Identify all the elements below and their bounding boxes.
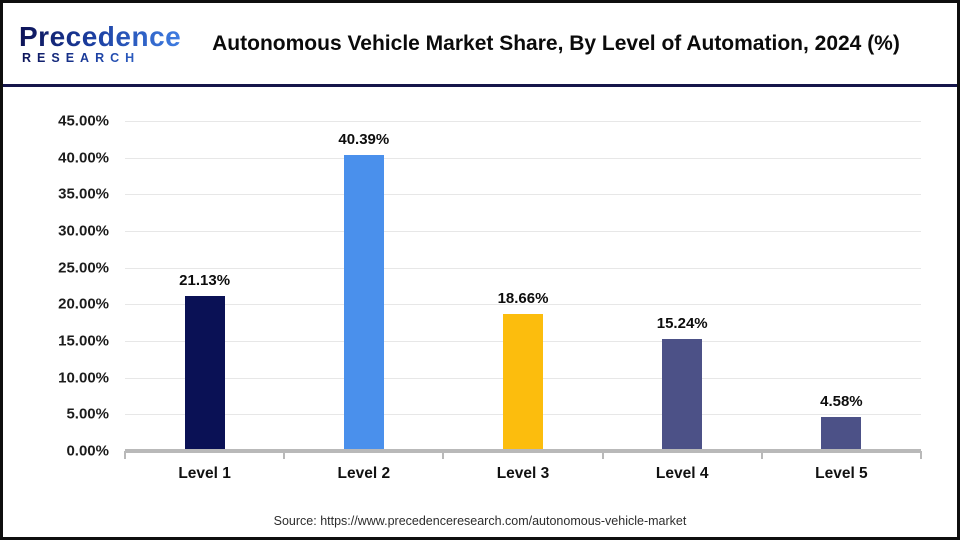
y-axis-tick-label: 15.00% — [58, 332, 109, 350]
y-axis-tick-label: 30.00% — [58, 222, 109, 240]
x-axis-tick — [442, 451, 445, 459]
x-axis-category-label: Level 5 — [815, 465, 868, 482]
header-divider — [3, 84, 957, 87]
title-area: Autonomous Vehicle Market Share, By Leve… — [181, 28, 957, 60]
y-axis-tick-label: 10.00% — [58, 369, 109, 387]
x-axis-category-label: Level 4 — [655, 465, 709, 482]
gridline — [125, 194, 921, 196]
y-axis-tick-label: 25.00% — [58, 259, 109, 277]
brand-name: Precedence — [19, 20, 182, 52]
bar-level-4 — [662, 339, 703, 451]
bar-level-1 — [184, 296, 225, 451]
bar-value-label: 4.58% — [820, 393, 863, 411]
bar-level-3 — [503, 314, 543, 451]
y-axis-tick-label: 40.00% — [58, 149, 109, 167]
brand-subtitle: RESEARCH — [19, 51, 181, 65]
x-axis-category-label: Level 3 — [496, 465, 550, 482]
chart-region: 0.00% 5.00% 10.00% 15.00% 20.00% 25.00% 30.00%… — [3, 87, 957, 537]
x-axis-line — [125, 449, 921, 453]
bar-value-label: 18.66% — [497, 290, 549, 308]
chart-title: Autonomous Vehicle Market Share, By Leve… — [212, 31, 900, 55]
x-axis-tick — [601, 451, 604, 459]
y-axis-tick-label: 20.00% — [58, 295, 109, 313]
bar-level-2 — [343, 154, 384, 451]
x-axis-category-label: Level 1 — [178, 465, 231, 482]
gridline — [125, 304, 921, 306]
x-axis-tick — [920, 451, 922, 459]
gridline — [125, 121, 921, 122]
bar-value-label: 15.24% — [656, 315, 708, 333]
y-axis-tick-label: 45.00% — [58, 112, 109, 130]
bar-level-5 — [821, 417, 862, 451]
plot-area: 0.00% 5.00% 10.00% 15.00% 20.00% 25.00% 30.00%… — [58, 113, 922, 482]
bar-value-label: 21.13% — [179, 272, 231, 290]
gridline — [125, 267, 921, 269]
bar-value-label: 40.39% — [338, 130, 390, 148]
source-text: Source: https://www.precedenceresearch.c… — [273, 514, 687, 528]
x-axis-tick — [283, 451, 286, 459]
x-axis-tick — [124, 451, 126, 459]
y-axis-tick-label: 5.00% — [66, 405, 109, 423]
x-axis-tick — [760, 451, 763, 459]
y-axis-tick-label: 35.00% — [58, 185, 109, 203]
gridline — [125, 157, 921, 159]
brand-logo: Precedence RESEARCH — [3, 20, 182, 65]
gridline — [125, 231, 921, 232]
header: Precedence RESEARCH Autonomous Vehicle M… — [3, 3, 957, 84]
x-axis-category-label: Level 2 — [337, 465, 391, 482]
y-axis-tick-label: 0.00% — [66, 442, 109, 460]
